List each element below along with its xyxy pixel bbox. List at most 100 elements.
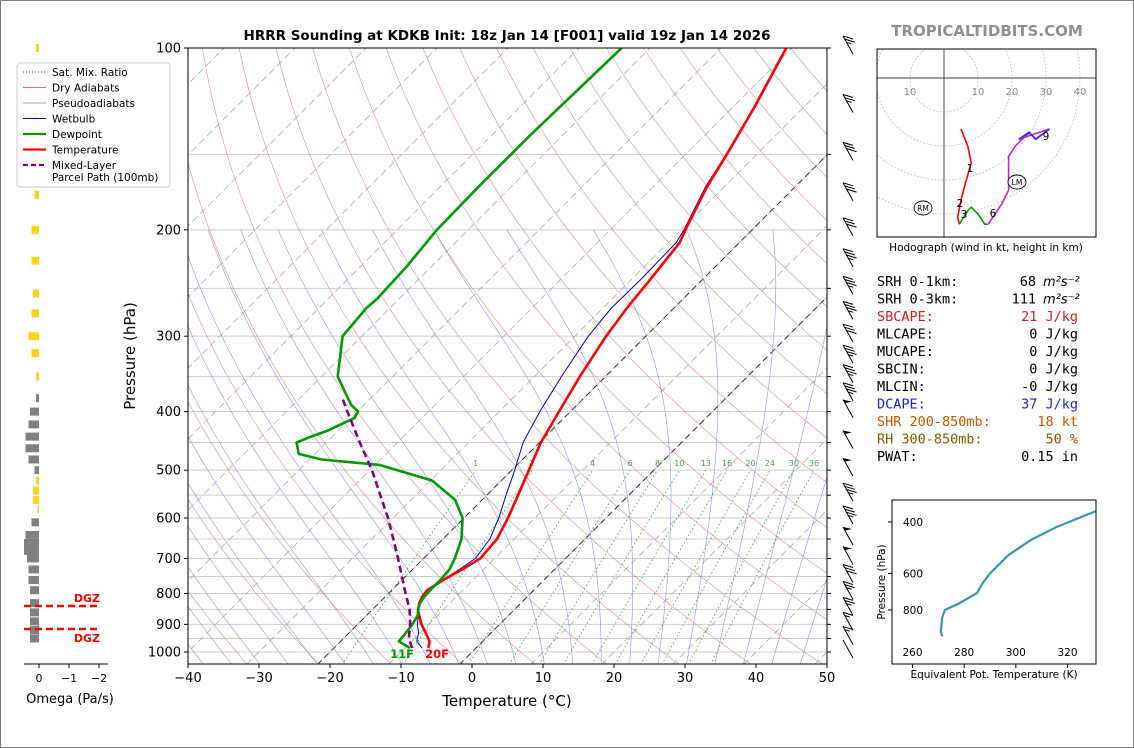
theta-e-xtick-label: 280 — [954, 647, 974, 659]
omega-bar-sinking — [28, 420, 39, 429]
pressure-tick-label: 700 — [156, 552, 181, 567]
wind-barb-staff — [842, 182, 854, 202]
mixing-ratio-line — [640, 469, 751, 664]
omega-bar-sinking — [31, 518, 39, 527]
wind-barb-full — [844, 251, 855, 256]
wind-barb-full — [844, 567, 855, 572]
theta-e-ylabel: Pressure (hPa) — [876, 544, 888, 619]
dry-adiabat — [202, 48, 608, 664]
param-label: MUCAPE: — [877, 344, 934, 360]
wind-barb — [842, 399, 854, 418]
isotherm-line — [601, 438, 827, 664]
theta-e-frame — [891, 499, 1097, 665]
wind-barbs-column — [842, 35, 857, 659]
skewt-background-lines — [188, 48, 827, 664]
wind-barb-full — [842, 596, 854, 601]
mixing-ratio-line — [688, 470, 795, 664]
wind-barb-flag — [843, 546, 852, 550]
param-label: SHR 200-850mb: — [877, 414, 991, 430]
wind-barb — [842, 626, 854, 645]
moist-adiabat — [207, 229, 460, 664]
pressure-tick-label: 400 — [156, 405, 181, 420]
pressure-tick-label: 600 — [156, 512, 181, 527]
pressure-tick-label: 900 — [156, 618, 181, 633]
wind-barb — [842, 275, 857, 295]
param-value: 111 — [1012, 292, 1036, 308]
wind-barb-staff — [842, 639, 854, 659]
moist-adiabat — [771, 475, 827, 664]
mixing-ratio-line — [710, 470, 815, 664]
theta-e-xtick-label: 320 — [1057, 647, 1077, 659]
moist-adiabat — [714, 229, 777, 664]
wind-barb-full — [842, 35, 854, 40]
dry-adiabat — [569, 48, 827, 351]
param-value: 0 J/kg — [1029, 327, 1078, 343]
wind-barb-full — [842, 611, 854, 616]
moist-adiabat — [277, 229, 517, 664]
wind-barb-full — [846, 330, 857, 334]
wind-barb-full — [842, 94, 854, 99]
moist-adiabat — [240, 229, 488, 664]
wind-barb-staff — [842, 344, 854, 364]
wind-barb-flag — [843, 399, 852, 404]
omega-bar-sinking — [34, 466, 39, 475]
parcel-path-line — [341, 397, 414, 649]
param-value: 0.15 in — [1021, 449, 1078, 465]
wind-barb-staff — [842, 364, 854, 383]
dry-adiabat — [790, 48, 827, 92]
wind-barb — [842, 580, 855, 600]
omega-bar-sinking — [30, 626, 39, 635]
param-value: 68 — [1020, 274, 1036, 290]
wind-barb-full — [844, 347, 855, 352]
legend-label: Temperature — [51, 144, 119, 156]
hodograph-ring-label: 10 — [972, 87, 985, 98]
param-unit: m²s⁻² — [1043, 293, 1080, 308]
mixing-ratio-line — [539, 469, 658, 664]
omega-bar-sinking — [30, 617, 39, 626]
storm-motion-rm-marker — [913, 200, 933, 216]
temp-tick-label: −30 — [245, 671, 272, 686]
minus20-isotherm — [317, 154, 827, 664]
param-label: MLCAPE: — [877, 327, 934, 343]
omega-bar-sinking — [30, 608, 39, 617]
wind-barb — [842, 611, 854, 631]
omega-bar-rising — [34, 190, 39, 199]
isotherm-line — [388, 225, 827, 664]
isotherm-line — [188, 48, 509, 369]
wind-barb-staff — [842, 482, 854, 502]
moist-adiabat — [188, 325, 403, 664]
dry-adiabat — [275, 48, 752, 664]
temp-tick-label: 50 — [819, 671, 836, 686]
wind-barb-staff — [842, 276, 854, 295]
mixing-ratio-line — [509, 469, 631, 664]
mixing-ratio-label: 24 — [765, 459, 775, 468]
dry-adiabat — [188, 161, 536, 664]
theta-e-plot — [939, 509, 1096, 637]
wind-barb-full — [846, 370, 857, 375]
isotherm-line — [530, 367, 827, 664]
wind-barb-full — [846, 148, 857, 153]
skewt-axes-frame — [187, 47, 828, 665]
wind-barb-flag — [843, 526, 852, 531]
legend-box — [16, 62, 171, 188]
mixing-ratio-label: 16 — [722, 459, 732, 468]
dry-adiabat — [349, 48, 827, 621]
wind-barb — [842, 344, 857, 364]
theta-e-ytick-label: 400 — [903, 517, 923, 529]
wind-barb-staff — [842, 612, 854, 631]
wind-barb-full — [842, 382, 854, 387]
legend-label: Pseudoadiabats — [52, 98, 135, 110]
wind-barb-full — [842, 564, 854, 569]
parameter-table: SRH 0-1km: 68 m²s⁻² SRH 0-3km: 111 m²s⁻² SBCAP… — [877, 274, 1080, 465]
wind-barb — [842, 639, 854, 659]
pressure-tick-label: 200 — [156, 223, 181, 238]
theta-e-xtick-label: 260 — [902, 647, 922, 659]
wind-barb-full — [844, 584, 855, 589]
wind-barb — [842, 248, 857, 267]
temp-tick-label: −20 — [316, 671, 343, 686]
wind-barb-full — [846, 223, 857, 228]
omega-bar-sinking — [24, 546, 39, 555]
wind-barb-half — [848, 391, 854, 395]
hodograph-ring-label: 40 — [1074, 87, 1087, 98]
wind-barb-full — [842, 626, 854, 631]
